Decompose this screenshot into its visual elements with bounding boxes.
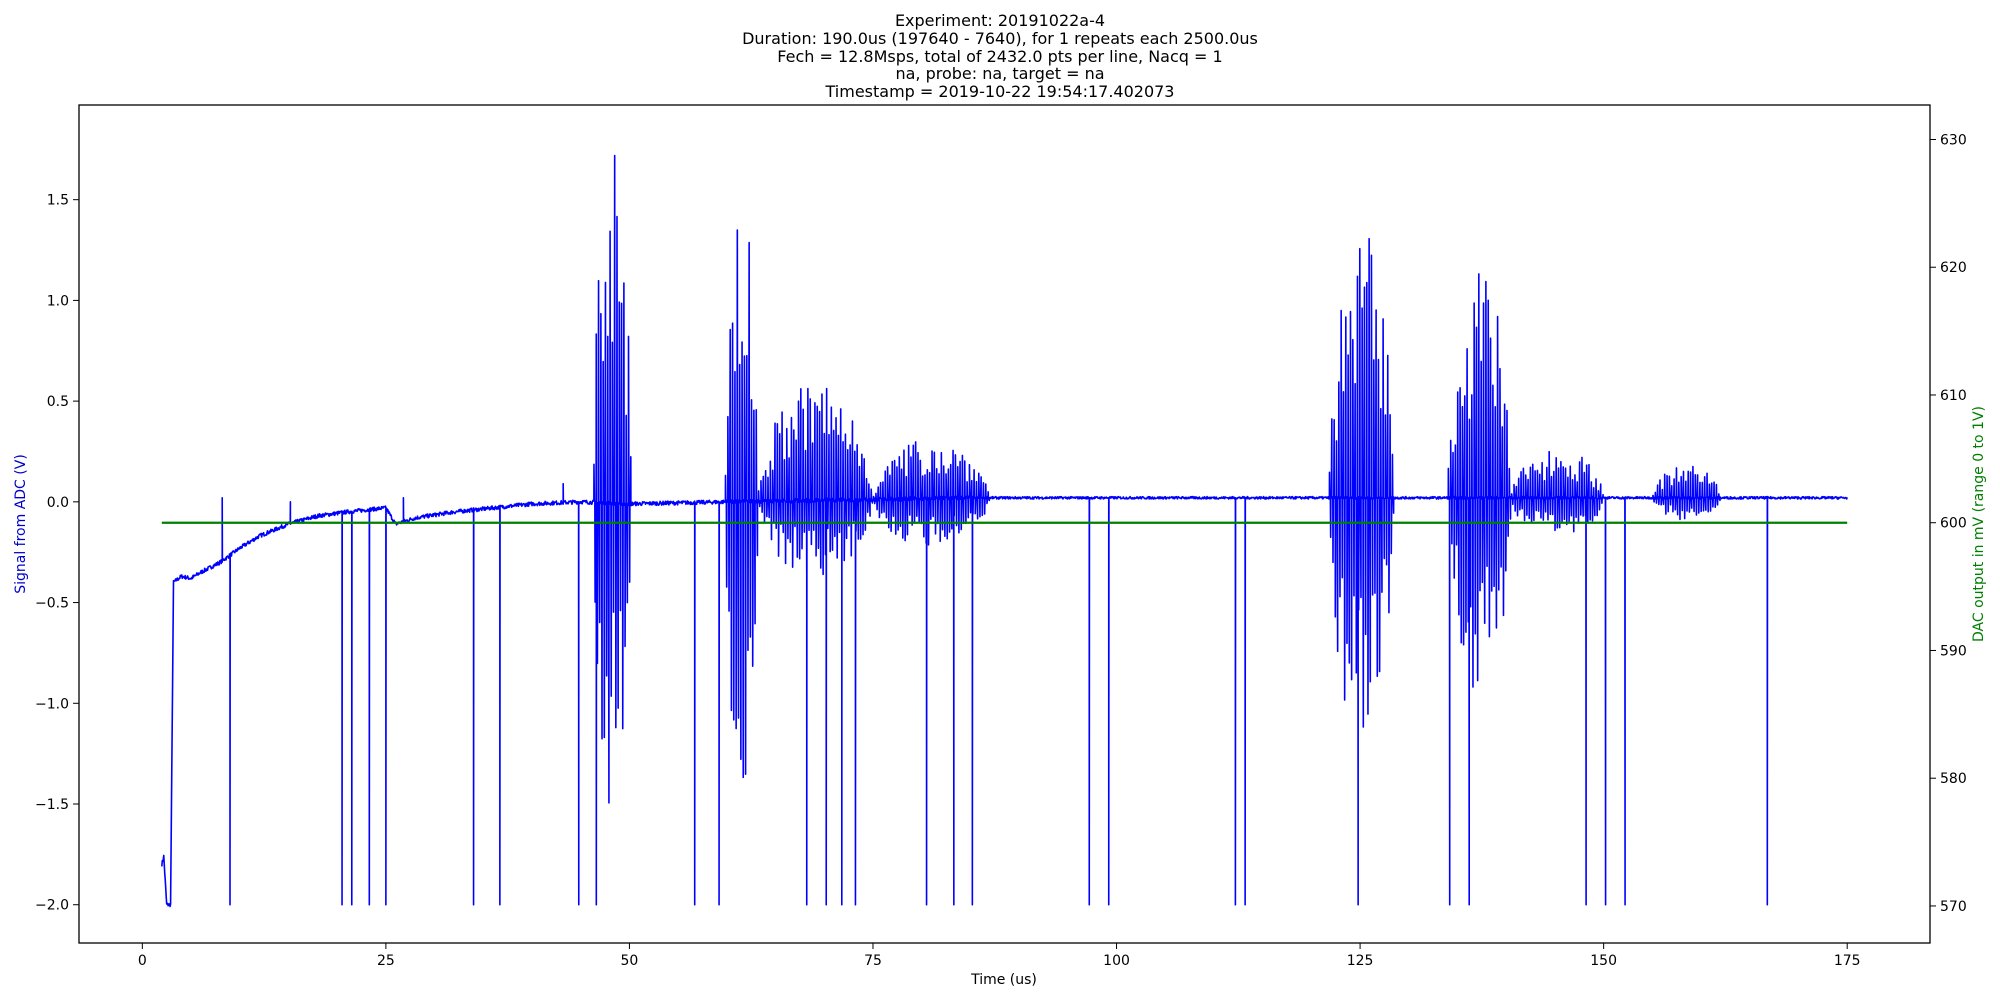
adc-signal-line: [161, 154, 1848, 908]
chart-title: Experiment: 20191022a-4 Duration: 190.0u…: [742, 11, 1258, 101]
y-left-tick-label: 1.0: [47, 293, 69, 309]
plot-frame: [78, 104, 1931, 944]
x-tick-label: 25: [377, 953, 395, 969]
y-right-tick-label: 600: [1940, 516, 1967, 532]
y-axis-right-label: DAC output in mV (range 0 to 1V): [1971, 406, 1987, 642]
y-left-tick-label: 0.5: [47, 394, 69, 410]
series-layer: [161, 154, 1848, 908]
y-axis-right: 570 580 590 600 610 620 630: [1930, 132, 1967, 915]
y-left-tick-label: −1.0: [35, 696, 69, 712]
y-right-tick-label: 580: [1940, 771, 1967, 787]
x-tick-label: 50: [621, 953, 639, 969]
y-right-tick-label: 630: [1940, 132, 1967, 148]
y-axis-left-label: Signal from ADC (V): [13, 454, 29, 594]
x-tick-label: 100: [1103, 953, 1130, 969]
y-axis-left: −2.0 −1.5 −1.0 −0.5 0.0 0.5 1.0 1.5: [35, 193, 79, 914]
y-left-tick-label: −2.0: [35, 898, 69, 914]
x-tick-label: 0: [138, 953, 147, 969]
title-line: Timestamp = 2019-10-22 19:54:17.402073: [825, 82, 1175, 101]
y-right-tick-label: 570: [1940, 899, 1967, 915]
x-axis: 0 25 50 75 100 125 150 175: [138, 943, 1861, 969]
y-left-tick-label: 0.0: [47, 495, 69, 511]
x-tick-label: 125: [1347, 953, 1374, 969]
y-right-tick-label: 610: [1940, 388, 1967, 404]
title-line: Fech = 12.8Msps, total of 2432.0 pts per…: [777, 47, 1222, 66]
x-tick-label: 75: [864, 953, 882, 969]
y-left-tick-label: −0.5: [35, 596, 69, 612]
y-right-tick-label: 590: [1940, 643, 1967, 659]
y-left-tick-label: 1.5: [47, 193, 69, 209]
title-line: Experiment: 20191022a-4: [895, 11, 1105, 30]
x-tick-label: 150: [1590, 953, 1617, 969]
x-axis-label: Time (us): [970, 972, 1037, 988]
title-line: na, probe: na, target = na: [895, 64, 1104, 83]
title-line: Duration: 190.0us (197640 - 7640), for 1…: [742, 29, 1258, 48]
y-left-tick-label: −1.5: [35, 797, 69, 813]
x-tick-label: 175: [1834, 953, 1861, 969]
y-right-tick-label: 620: [1940, 260, 1967, 276]
